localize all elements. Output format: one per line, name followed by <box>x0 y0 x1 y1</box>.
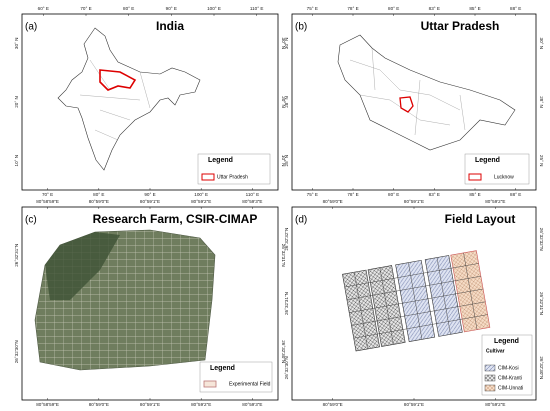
tick-label: 100° E <box>194 192 208 197</box>
tick-label: 30° N <box>281 38 286 50</box>
tick-label: 85° E <box>469 6 480 11</box>
tick-label: 26°32'30"N <box>281 340 286 363</box>
tick-label: 80°59'3"E <box>242 199 262 204</box>
tick-label: 90° E <box>144 192 155 197</box>
legend-swatch <box>468 173 482 181</box>
panel-label: (a) <box>25 22 37 33</box>
panel-label: (d) <box>295 215 307 226</box>
legend-title: Legend <box>208 157 233 164</box>
legend-item: CIM-Kosi <box>498 365 519 371</box>
tick-label: 75° E <box>307 192 318 197</box>
legend-box <box>464 153 530 185</box>
tick-label: 26°32'30"N <box>14 340 19 363</box>
tick-label: 83° E <box>429 6 440 11</box>
tick-label: 75° E <box>307 6 318 11</box>
tick-label: 80°59'1"E <box>140 402 160 407</box>
tick-label: 30° N <box>284 38 289 50</box>
tick-label: 80°59'1"E <box>404 402 424 407</box>
tick-label: 80° E <box>93 192 104 197</box>
legend-swatch <box>484 384 496 392</box>
legend-item: Experimental Field <box>229 381 271 387</box>
panel-title: Uttar Pradesh <box>421 19 500 33</box>
legend-item: Lucknow <box>494 174 514 180</box>
tick-label: 26°32'31"N <box>14 244 19 267</box>
legend-swatch <box>203 380 217 388</box>
tick-label: 80°59'2"E <box>485 199 505 204</box>
tick-label: 80°59'2"E <box>191 402 211 407</box>
tick-label: 80°59'3"E <box>242 402 262 407</box>
tick-label: 80°59'0"E <box>89 402 109 407</box>
tick-label: 80° E <box>123 6 134 11</box>
tick-label: 80° E <box>388 6 399 11</box>
tick-label: 80°59'2"E <box>485 402 505 407</box>
tick-label: 110° E <box>246 192 260 197</box>
tick-label: 28° N <box>539 96 544 108</box>
tick-label: 20° N <box>281 96 286 108</box>
legend-swatch <box>201 173 215 181</box>
tick-label: 80°59'0"E <box>89 199 109 204</box>
tick-label: 80°59'0"E <box>323 199 343 204</box>
tick-label: 88° E <box>510 192 521 197</box>
up-outline <box>99 69 137 91</box>
plot-grid <box>344 252 488 349</box>
tick-label: 26°32'32"N <box>539 228 544 251</box>
tick-label: 26°32'30"N <box>284 356 289 379</box>
tick-label: 85° E <box>469 192 480 197</box>
tick-label: 26°32'30"N <box>539 356 544 379</box>
tick-label: 88° E <box>510 6 521 11</box>
tick-label: 80°59'1"E <box>404 199 424 204</box>
legend-item: CIM-Kranti <box>498 375 522 381</box>
tick-label: 83° E <box>429 192 440 197</box>
tick-label: 25° N <box>284 155 289 167</box>
legend-subtitle: Cultivar <box>486 348 505 354</box>
legend-title: Legend <box>494 338 519 345</box>
legend-swatch <box>484 374 496 382</box>
tick-label: 78° E <box>347 6 358 11</box>
panel-title: Field Layout <box>445 212 516 226</box>
legend-swatch <box>484 364 496 372</box>
tick-label: 80°59'1"E <box>140 199 160 204</box>
tick-label: 80° E <box>388 192 399 197</box>
panel-title: India <box>156 19 184 33</box>
tick-label: 90° E <box>166 6 177 11</box>
tick-label: 80°59'2"E <box>191 199 211 204</box>
tick-label: 100° E <box>207 6 221 11</box>
legend-box <box>197 153 271 185</box>
tick-label: 26°32'31"N <box>281 244 286 267</box>
tick-label: 20° N <box>14 96 19 108</box>
legend-title: Legend <box>210 365 235 372</box>
legend-item: CIM-Unnati <box>498 385 523 391</box>
panel-title: Research Farm, CSIR-CIMAP <box>93 212 258 226</box>
tick-label: 26°32'31"N <box>539 292 544 315</box>
tick-label: 30° N <box>539 38 544 50</box>
legend-item: Uttar Pradesh <box>217 174 248 180</box>
panel-label: (b) <box>295 22 307 33</box>
tick-label: 80°58'59"E <box>36 199 59 204</box>
tick-label: 26°32'32"N <box>284 228 289 251</box>
lucknow-outline <box>399 96 414 113</box>
tree-cover <box>45 232 120 300</box>
tick-label: 80°59'0"E <box>323 402 343 407</box>
tick-label: 80°58'59"E <box>36 402 59 407</box>
tick-label: 60° E <box>38 6 49 11</box>
tick-label: 28° N <box>284 96 289 108</box>
tick-label: 25° N <box>539 155 544 167</box>
up-map <box>337 34 516 151</box>
tick-label: 30° N <box>14 38 19 50</box>
tick-label: 78° E <box>347 192 358 197</box>
tick-label: 26°32'31"N <box>284 292 289 315</box>
tick-label: 10° N <box>14 155 19 167</box>
tick-label: 110° E <box>250 6 264 11</box>
tick-label: 70° E <box>80 6 91 11</box>
field-plots <box>342 250 491 352</box>
legend-title: Legend <box>475 157 500 164</box>
tick-label: 70° E <box>42 192 53 197</box>
tick-label: 10° N <box>281 155 286 167</box>
panel-label: (c) <box>25 215 37 226</box>
